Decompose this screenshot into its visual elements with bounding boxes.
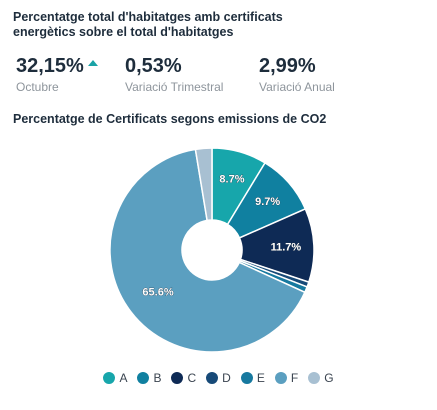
kpi-current-value: 32,15%: [16, 55, 98, 77]
kpi-current: 32,15% Octubre: [16, 55, 98, 94]
legend-label: G: [324, 370, 334, 385]
slice-F[interactable]: [109, 148, 306, 353]
legend-label: E: [256, 370, 265, 385]
kpi-quarterly: 0,53% Variació Trimestral: [125, 55, 223, 94]
kpi-quarterly-label: Variació Trimestral: [125, 80, 224, 94]
legend-label: F: [290, 370, 299, 385]
kpi-annual-value: 2,99%: [259, 55, 316, 77]
donut-labels: 8.7% 9.7% 11.7% 65.6%: [142, 173, 302, 298]
donut-slices: [109, 147, 315, 353]
chart-legend: A B C D E F G: [0, 370, 437, 388]
slice-G[interactable]: [194, 147, 213, 222]
legend-dot-icon: [171, 371, 184, 384]
legend-label: A: [119, 370, 128, 385]
legend-dot-icon: [274, 371, 287, 384]
kpi-current-label: Octubre: [16, 80, 59, 94]
kpi-annual-label: Variació Anual: [259, 80, 335, 94]
data-label-B: 9.7%: [255, 196, 280, 208]
legend-item-F[interactable]: F: [274, 370, 299, 385]
legend-item-A[interactable]: A: [103, 370, 127, 385]
legend-item-G[interactable]: G: [308, 370, 334, 385]
page-title: Percentatge total d'habitatges amb certi…: [13, 10, 313, 40]
data-label-F: 65.6%: [142, 286, 173, 298]
trend-up-icon: [87, 59, 98, 66]
title-line-1: Percentatge total d'habitatges amb certi…: [13, 10, 283, 24]
legend-item-D[interactable]: D: [206, 370, 231, 385]
kpi-annual: 2,99% Variació Anual: [259, 55, 335, 94]
kpi-quarterly-value: 0,53%: [125, 55, 182, 77]
legend-dot-icon: [206, 371, 219, 384]
legend-item-E[interactable]: E: [240, 370, 265, 385]
kpi-row: 32,15% Octubre 0,53% Variació Trimestral…: [16, 55, 427, 95]
legend-dot-icon: [103, 371, 116, 384]
legend-item-B[interactable]: B: [137, 370, 161, 385]
legend-label: B: [153, 370, 162, 385]
legend-label: C: [187, 370, 197, 385]
legend-dot-icon: [137, 371, 150, 384]
legend-dot-icon: [308, 371, 321, 384]
data-label-A: 8.7%: [219, 174, 244, 186]
legend-dot-icon: [240, 371, 253, 384]
legend-label: D: [222, 370, 231, 385]
data-label-C: 11.7%: [271, 242, 302, 254]
title-line-2: energètics sobre el total d'habitatges: [13, 25, 234, 39]
legend-item-C[interactable]: C: [171, 370, 196, 385]
chart-title: Percentatge de Certificats segons emissi…: [13, 112, 327, 126]
donut-chart: 8.7% 9.7% 11.7% 65.6%: [109, 147, 315, 353]
